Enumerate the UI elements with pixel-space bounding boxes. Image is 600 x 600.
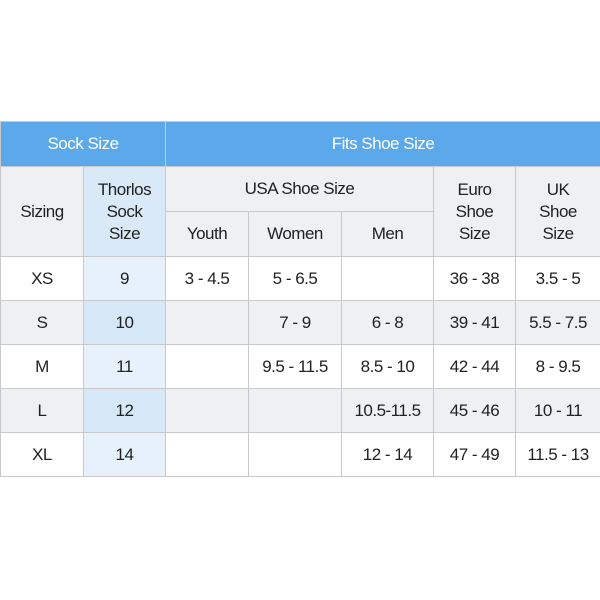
euro-line-2: Shoe: [455, 201, 494, 221]
uk-cell: 3.5 - 5: [514, 256, 600, 301]
women-column-header: Women: [248, 211, 342, 257]
women-cell: 9.5 - 11.5: [248, 344, 342, 389]
euro-cell: 39 - 41: [433, 300, 516, 345]
thorlos-cell: 9: [83, 256, 166, 301]
uk-line-3: Size: [542, 223, 574, 243]
youth-column-header: Youth: [165, 211, 249, 257]
thorlos-cell: 10: [83, 300, 166, 345]
men-cell: [341, 256, 434, 301]
euro-cell: 45 - 46: [433, 388, 516, 433]
thorlos-line-3: Size: [108, 223, 141, 243]
thorlos-column-header: Thorlos Sock Size: [83, 166, 166, 257]
women-cell: [248, 432, 342, 477]
euro-cell: 36 - 38: [433, 256, 516, 301]
thorlos-line-1: Thorlos: [97, 179, 152, 199]
men-cell: 8.5 - 10: [341, 344, 434, 389]
sizing-cell: S: [0, 300, 84, 345]
uk-cell: 11.5 - 13: [514, 432, 600, 477]
men-column-header: Men: [341, 211, 434, 257]
euro-cell: 47 - 49: [433, 432, 516, 477]
euro-line-1: Euro: [457, 179, 492, 199]
youth-cell: [165, 300, 249, 345]
euro-cell: 42 - 44: [433, 344, 516, 389]
youth-cell: 3 - 4.5: [165, 256, 249, 301]
column-header-row: Sizing Thorlos Sock Size USA Shoe Size E…: [0, 166, 600, 257]
sizing-cell: XS: [0, 256, 84, 301]
sock-size-chart: Sock Size Fits Shoe Size Sizing Thorlos …: [0, 121, 600, 477]
women-cell: 7 - 9: [248, 300, 342, 345]
table-row: L 12 10.5-11.5 45 - 46 10 - 11: [0, 388, 600, 433]
thorlos-cell: 14: [83, 432, 166, 477]
youth-cell: [165, 344, 249, 389]
uk-cell: 5.5 - 7.5: [514, 300, 600, 345]
sizing-cell: XL: [0, 432, 84, 477]
uk-line-2: Shoe: [539, 201, 577, 221]
table-row: S 10 7 - 9 6 - 8 39 - 41 5.5 - 7.5: [0, 300, 600, 345]
sizing-column-header: Sizing: [0, 166, 84, 257]
youth-cell: [165, 432, 249, 477]
fits-shoe-size-header: Fits Shoe Size: [164, 121, 600, 167]
usa-subheader-row: Youth Women Men: [1, 211, 600, 257]
thorlos-cell: 11: [83, 344, 166, 389]
men-cell: 6 - 8: [341, 300, 434, 345]
men-cell: 10.5-11.5: [341, 388, 434, 433]
euro-column-header: Euro Shoe Size: [433, 166, 516, 257]
usa-shoe-size-header: USA Shoe Size: [165, 166, 434, 212]
table-row: XL 14 12 - 14 47 - 49 11.5 - 13: [0, 432, 600, 477]
men-cell: 12 - 14: [341, 432, 434, 477]
uk-cell: 10 - 11: [514, 388, 600, 433]
women-cell: 5 - 6.5: [248, 256, 342, 301]
thorlos-line-2: Sock: [106, 201, 143, 221]
youth-cell: [165, 388, 249, 433]
women-cell: [248, 388, 342, 433]
table-row: XS 9 3 - 4.5 5 - 6.5 36 - 38 3.5 - 5: [0, 256, 600, 301]
sizing-cell: M: [0, 344, 84, 389]
uk-line-1: UK: [546, 179, 570, 199]
uk-cell: 8 - 9.5: [514, 344, 600, 389]
euro-line-3: Size: [458, 223, 491, 243]
uk-column-header: UK Shoe Size: [514, 166, 600, 257]
header-row: Sock Size Fits Shoe Size: [0, 121, 600, 167]
sizing-cell: L: [0, 388, 84, 433]
sock-size-header: Sock Size: [0, 121, 166, 167]
thorlos-cell: 12: [83, 388, 166, 433]
table-row: M 11 9.5 - 11.5 8.5 - 10 42 - 44 8 - 9.5: [0, 344, 600, 389]
